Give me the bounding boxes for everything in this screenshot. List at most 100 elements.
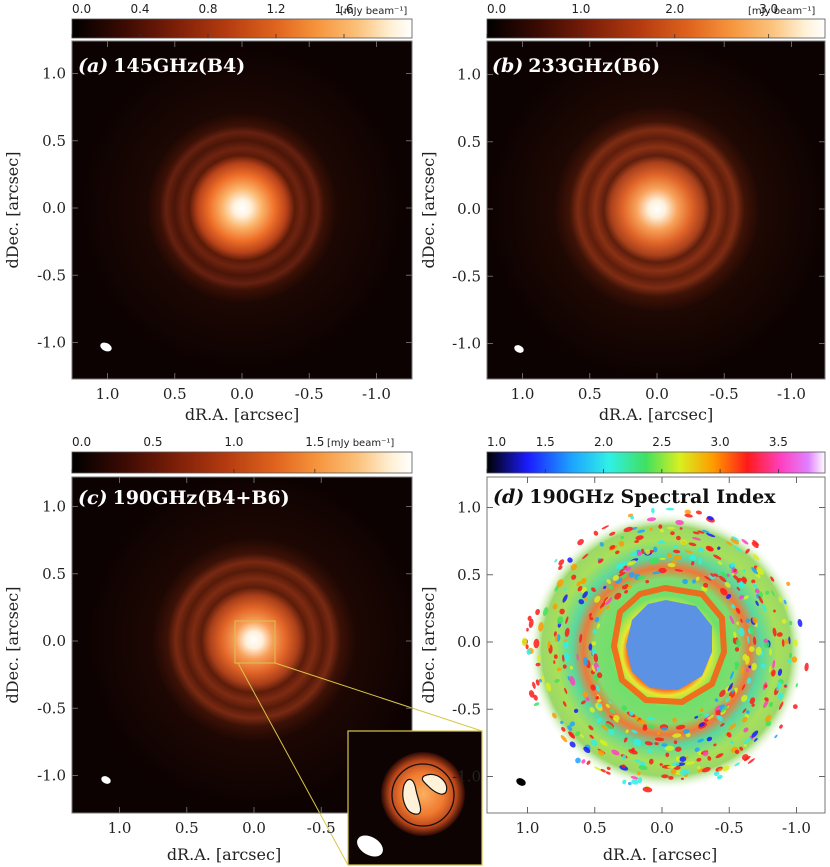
speckle [771,669,776,677]
speckle [553,654,558,659]
speckle [552,712,557,719]
speckle [568,731,575,739]
speckle [764,697,769,702]
x-tick-label-c: 0.5 [175,819,199,837]
speckle [561,726,566,732]
speckle [754,588,760,594]
speckle [564,587,567,591]
speckle [771,590,775,597]
speckle [670,769,677,775]
speckle [679,769,690,775]
speckle [634,759,641,763]
spectral-inner-ring [610,584,728,706]
speckle [597,698,602,703]
speckle [528,690,535,698]
speckle [713,573,719,578]
speckle [620,535,624,540]
speckle [729,670,734,680]
speckle [521,637,528,647]
speckle [752,616,758,624]
speckle [685,756,689,759]
speckle [736,621,739,626]
y-tick-label-c: -1.0 [37,767,66,785]
speckle [659,557,666,560]
panel-c-letter: (c) [78,487,108,509]
speckle [657,540,665,544]
speckle [597,606,604,616]
speckle [719,689,726,698]
speckle [673,740,678,745]
colorbar-c-tick-label: 0.5 [143,435,162,449]
speckle [707,515,714,521]
speckle [713,554,722,560]
speckle [661,774,669,779]
speckle [618,540,625,547]
speckle [675,746,682,752]
speckle [526,627,529,632]
speckle [599,541,604,547]
y-tick-label-b: -0.5 [452,267,481,285]
speckle [718,768,722,772]
speckle [743,727,749,733]
speckle [622,580,630,586]
speckle [599,601,606,609]
speckle [535,679,540,686]
zoom-connector-left [237,662,349,866]
ylabel-b: dDec. [arcsec] [419,152,438,269]
ylabel-a: dDec. [arcsec] [3,152,22,269]
speckle [659,763,663,766]
speckle [567,725,573,732]
speckle [720,722,725,727]
speckle [752,636,757,646]
x-tick-label-d: 0.5 [583,819,607,837]
speckle [589,734,594,739]
xlabel-c: dR.A. [arcsec] [167,845,281,864]
speckle [637,777,643,784]
speckle [713,771,720,777]
speckle [575,757,581,764]
speckle [731,604,736,609]
speckle [740,666,744,675]
speckle [594,766,603,772]
speckle [567,557,573,563]
x-tick-label-d: -1.0 [782,819,811,837]
speckle [679,527,683,530]
speckle [777,692,784,700]
speckle [668,775,674,780]
speckle [624,590,629,594]
speckle [748,646,755,653]
speckle [591,641,597,646]
speckle [541,675,545,683]
panel-a-title-text: 145GHz(B4) [113,55,245,77]
speckle [645,549,651,555]
speckle [738,594,744,600]
y-tick-label-b: -1.0 [452,335,481,353]
axis-ticks-b: 1.0 0.5 0.0 -0.5 -1.0 1.0 0.5 0.0 -0.5 -1.0 [452,41,825,403]
speckle [630,551,639,556]
speckle [706,533,716,538]
speckle [526,648,531,655]
speckle [595,696,600,700]
speckle [648,758,654,765]
y-tick-label-a: 1.0 [42,65,66,83]
speckle [594,595,601,603]
speckle [636,551,642,556]
colorbar-a-ticks: 0.0 0.4 0.8 1.2 1.6 [71,2,354,38]
speckle [637,771,641,776]
speckle [621,764,626,768]
speckle [672,733,682,738]
speckle [594,616,600,623]
speckle [715,709,722,716]
beam-d [516,778,526,786]
speckle [704,713,710,718]
panel-b-title-text: 233GHz(B6) [528,55,660,77]
speckle [778,596,783,603]
x-tick-label-c: -0.5 [307,819,336,837]
speckle [625,729,629,734]
speckle [742,569,746,573]
speckle [726,732,732,738]
speckle [666,552,673,558]
speckle [596,672,603,679]
speckle [768,702,774,707]
speckle [730,538,740,545]
